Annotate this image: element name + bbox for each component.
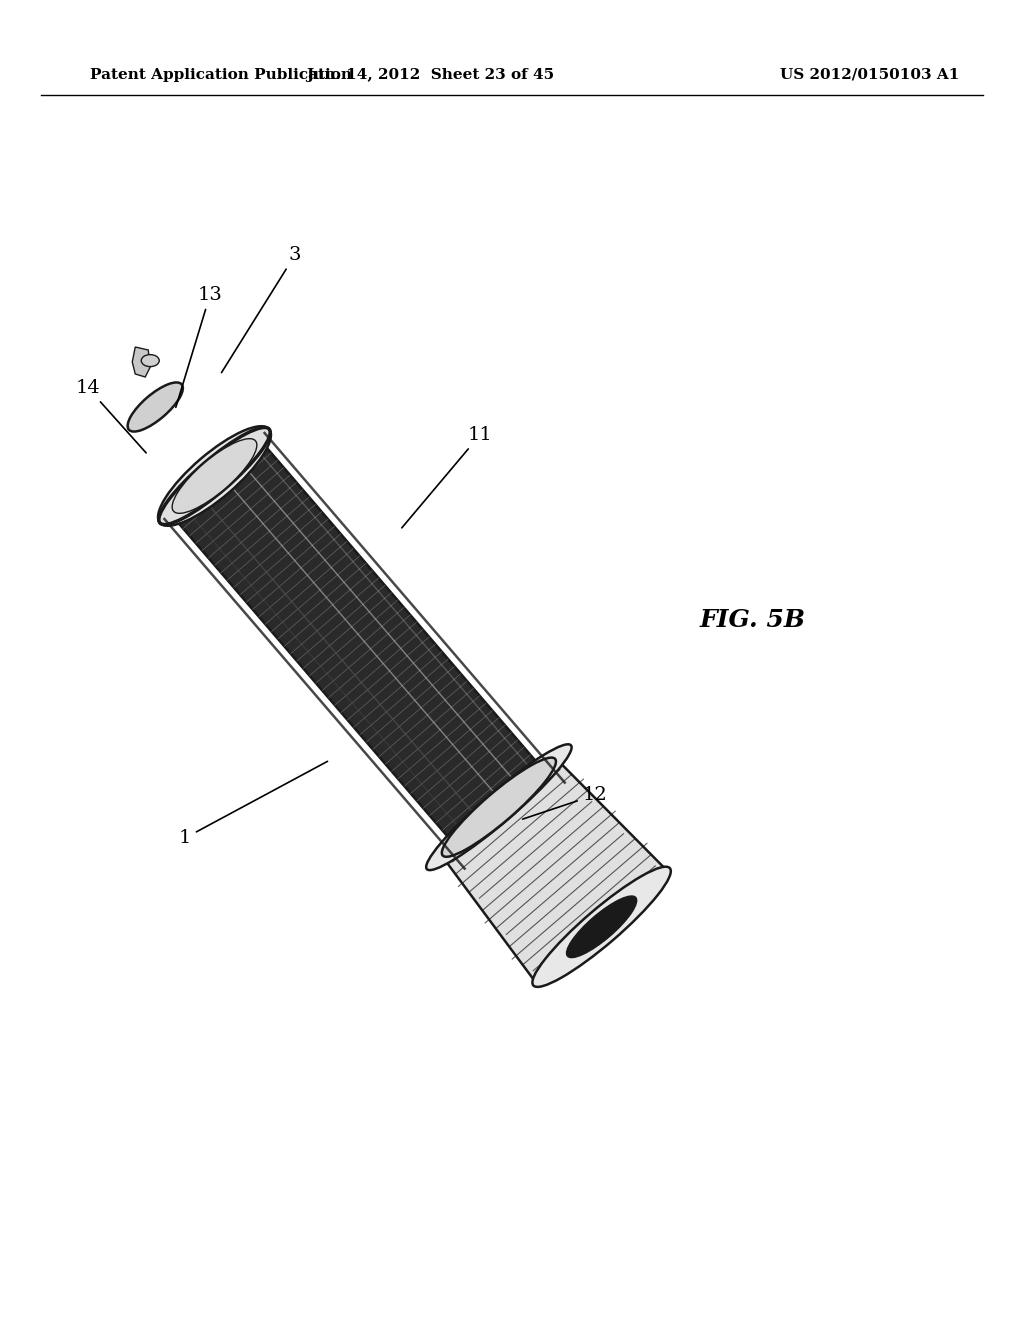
Ellipse shape (172, 440, 257, 512)
Text: 11: 11 (401, 426, 493, 528)
Polygon shape (442, 758, 667, 983)
Ellipse shape (128, 383, 183, 432)
Polygon shape (132, 347, 151, 378)
Ellipse shape (158, 426, 271, 525)
Text: US 2012/0150103 A1: US 2012/0150103 A1 (780, 69, 959, 82)
Ellipse shape (532, 867, 671, 987)
Ellipse shape (426, 744, 571, 870)
Ellipse shape (441, 758, 556, 857)
Text: Jun. 14, 2012  Sheet 23 of 45: Jun. 14, 2012 Sheet 23 of 45 (306, 69, 554, 82)
Text: Patent Application Publication: Patent Application Publication (90, 69, 352, 82)
Text: 13: 13 (176, 286, 222, 408)
Text: 3: 3 (221, 246, 301, 372)
Text: 1: 1 (179, 762, 328, 847)
Text: 14: 14 (76, 379, 146, 453)
Ellipse shape (141, 355, 160, 367)
Ellipse shape (172, 438, 257, 513)
Ellipse shape (566, 896, 637, 957)
Polygon shape (171, 438, 543, 845)
Ellipse shape (159, 428, 270, 524)
Text: 12: 12 (522, 785, 607, 820)
Text: FIG. 5B: FIG. 5B (700, 609, 806, 632)
